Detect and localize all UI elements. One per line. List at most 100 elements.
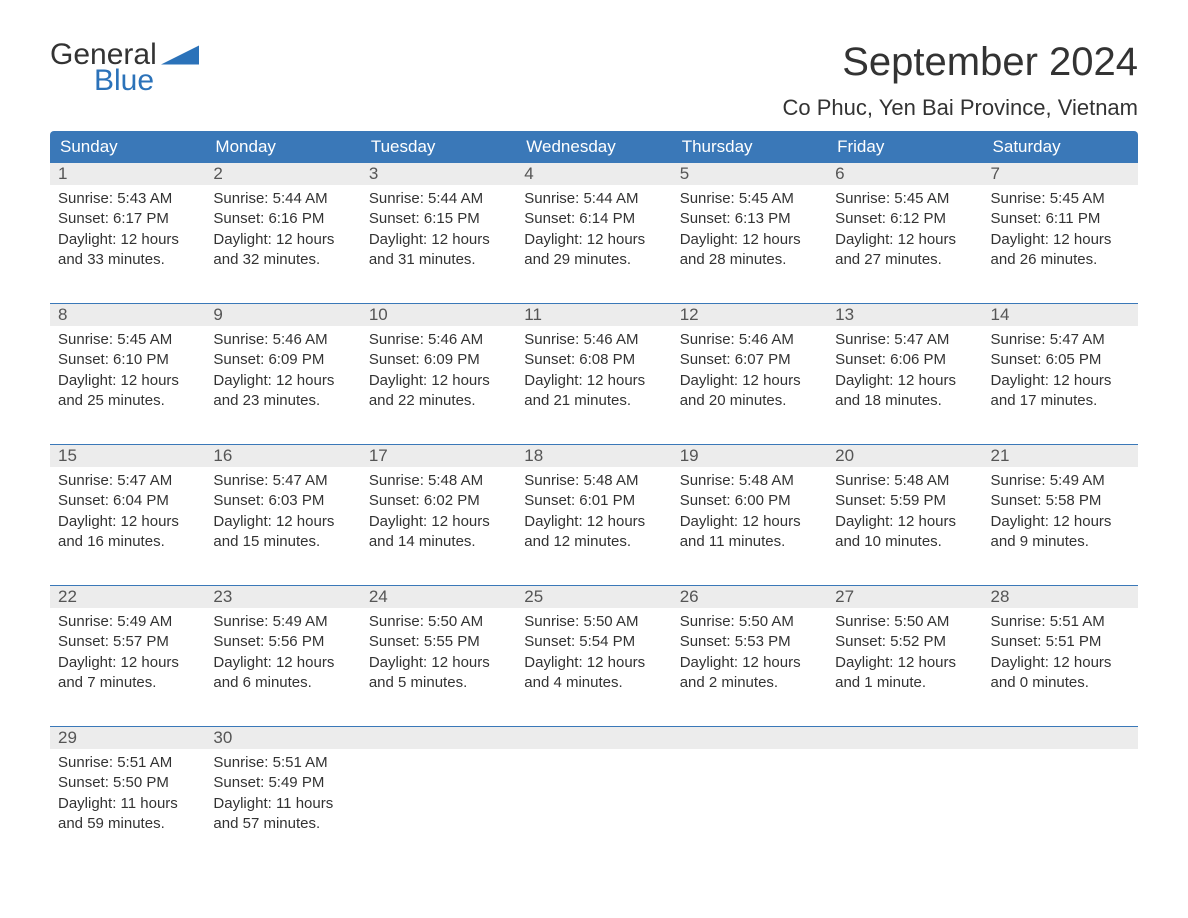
week-row: 29Sunrise: 5:51 AMSunset: 5:50 PMDayligh… — [50, 726, 1138, 855]
day-number: . — [672, 727, 827, 749]
day-content: Sunrise: 5:43 AMSunset: 6:17 PMDaylight:… — [50, 185, 205, 278]
sunrise-line: Sunrise: 5:45 AM — [991, 189, 1130, 209]
sunset-line: Sunset: 6:09 PM — [369, 350, 508, 370]
day-cell: 6Sunrise: 5:45 AMSunset: 6:12 PMDaylight… — [827, 163, 982, 291]
sunset-line: Sunset: 6:16 PM — [213, 209, 352, 229]
day-cell: 25Sunrise: 5:50 AMSunset: 5:54 PMDayligh… — [516, 586, 671, 714]
sunrise-line: Sunrise: 5:48 AM — [369, 471, 508, 491]
day-header-row: Sunday Monday Tuesday Wednesday Thursday… — [50, 131, 1138, 163]
daylight-line: Daylight: 12 hours and 21 minutes. — [524, 371, 663, 412]
day-content: Sunrise: 5:44 AMSunset: 6:16 PMDaylight:… — [205, 185, 360, 278]
day-number: 28 — [983, 586, 1138, 608]
sunset-line: Sunset: 6:06 PM — [835, 350, 974, 370]
day-number: 27 — [827, 586, 982, 608]
sunrise-line: Sunrise: 5:48 AM — [835, 471, 974, 491]
daylight-line: Daylight: 12 hours and 7 minutes. — [58, 653, 197, 694]
daylight-line: Daylight: 12 hours and 1 minute. — [835, 653, 974, 694]
sunset-line: Sunset: 6:09 PM — [213, 350, 352, 370]
daylight-line: Daylight: 12 hours and 20 minutes. — [680, 371, 819, 412]
daylight-line: Daylight: 12 hours and 33 minutes. — [58, 230, 197, 271]
day-cell: . — [672, 727, 827, 855]
sunset-line: Sunset: 5:54 PM — [524, 632, 663, 652]
calendar: Sunday Monday Tuesday Wednesday Thursday… — [50, 131, 1138, 855]
day-cell: 22 Sunrise: 5:49 AMSunset: 5:57 PMDayligh… — [50, 586, 205, 714]
header: General Blue September 2024 Co Phuc, Yen… — [50, 40, 1138, 121]
day-number: 5 — [672, 163, 827, 185]
sunrise-line: Sunrise: 5:50 AM — [524, 612, 663, 632]
sunrise-line: Sunrise: 5:48 AM — [524, 471, 663, 491]
day-cell: 23Sunrise: 5:49 AMSunset: 5:56 PMDayligh… — [205, 586, 360, 714]
daylight-line: Daylight: 12 hours and 6 minutes. — [213, 653, 352, 694]
daylight-line: Daylight: 12 hours and 0 minutes. — [991, 653, 1130, 694]
sunrise-line: Sunrise: 5:46 AM — [680, 330, 819, 350]
sunrise-line: Sunrise: 5:47 AM — [58, 471, 197, 491]
day-cell: 17Sunrise: 5:48 AMSunset: 6:02 PMDayligh… — [361, 445, 516, 573]
week-row: 15Sunrise: 5:47 AMSunset: 6:04 PMDayligh… — [50, 444, 1138, 573]
daylight-line: Daylight: 12 hours and 22 minutes. — [369, 371, 508, 412]
day-content: Sunrise: 5:46 AMSunset: 6:07 PMDaylight:… — [672, 326, 827, 419]
day-content: Sunrise: 5:47 AMSunset: 6:03 PMDaylight:… — [205, 467, 360, 560]
sunset-line: Sunset: 5:57 PM — [58, 632, 197, 652]
day-content: Sunrise: 5:50 AMSunset: 5:55 PMDaylight:… — [361, 608, 516, 701]
sunrise-line: Sunrise: 5:51 AM — [991, 612, 1130, 632]
sunset-line: Sunset: 6:03 PM — [213, 491, 352, 511]
day-number: 11 — [516, 304, 671, 326]
day-number: 9 — [205, 304, 360, 326]
day-content: Sunrise: 5:51 AMSunset: 5:49 PMDaylight:… — [205, 749, 360, 842]
day-number: 2 — [205, 163, 360, 185]
daylight-line: Daylight: 11 hours and 57 minutes. — [213, 794, 352, 835]
day-number: 12 — [672, 304, 827, 326]
day-number: 20 — [827, 445, 982, 467]
day-content: Sunrise: 5:47 AMSunset: 6:05 PMDaylight:… — [983, 326, 1138, 419]
sunset-line: Sunset: 6:12 PM — [835, 209, 974, 229]
sunset-line: Sunset: 5:51 PM — [991, 632, 1130, 652]
day-content: Sunrise: 5:50 AMSunset: 5:52 PMDaylight:… — [827, 608, 982, 701]
day-header-cell: Friday — [827, 131, 982, 163]
daylight-line: Daylight: 12 hours and 26 minutes. — [991, 230, 1130, 271]
sunrise-line: Sunrise: 5:49 AM — [58, 612, 197, 632]
day-cell: 15Sunrise: 5:47 AMSunset: 6:04 PMDayligh… — [50, 445, 205, 573]
sunrise-line: Sunrise: 5:49 AM — [991, 471, 1130, 491]
day-number: 18 — [516, 445, 671, 467]
day-cell: 24Sunrise: 5:50 AMSunset: 5:55 PMDayligh… — [361, 586, 516, 714]
day-content: Sunrise: 5:46 AMSunset: 6:08 PMDaylight:… — [516, 326, 671, 419]
day-cell: 20Sunrise: 5:48 AMSunset: 5:59 PMDayligh… — [827, 445, 982, 573]
sunrise-line: Sunrise: 5:50 AM — [369, 612, 508, 632]
daylight-line: Daylight: 12 hours and 23 minutes. — [213, 371, 352, 412]
day-header-cell: Tuesday — [361, 131, 516, 163]
daylight-line: Daylight: 12 hours and 27 minutes. — [835, 230, 974, 271]
sunset-line: Sunset: 6:01 PM — [524, 491, 663, 511]
daylight-line: Daylight: 11 hours and 59 minutes. — [58, 794, 197, 835]
day-number: 6 — [827, 163, 982, 185]
daylight-line: Daylight: 12 hours and 16 minutes. — [58, 512, 197, 553]
day-number: 25 — [516, 586, 671, 608]
day-cell: 7Sunrise: 5:45 AMSunset: 6:11 PMDaylight… — [983, 163, 1138, 291]
day-number: 8 — [50, 304, 205, 326]
sunrise-line: Sunrise: 5:49 AM — [213, 612, 352, 632]
sunset-line: Sunset: 5:55 PM — [369, 632, 508, 652]
sunrise-line: Sunrise: 5:45 AM — [58, 330, 197, 350]
day-header-cell: Wednesday — [516, 131, 671, 163]
day-header-cell: Monday — [205, 131, 360, 163]
day-content: Sunrise: 5:47 AMSunset: 6:06 PMDaylight:… — [827, 326, 982, 419]
sunset-line: Sunset: 6:13 PM — [680, 209, 819, 229]
day-number: 14 — [983, 304, 1138, 326]
sunset-line: Sunset: 6:04 PM — [58, 491, 197, 511]
day-cell: 27Sunrise: 5:50 AMSunset: 5:52 PMDayligh… — [827, 586, 982, 714]
sunset-line: Sunset: 6:15 PM — [369, 209, 508, 229]
day-cell: 29Sunrise: 5:51 AMSunset: 5:50 PMDayligh… — [50, 727, 205, 855]
day-content: Sunrise: 5:50 AMSunset: 5:54 PMDaylight:… — [516, 608, 671, 701]
day-header-cell: Sunday — [50, 131, 205, 163]
sunrise-line: Sunrise: 5:47 AM — [835, 330, 974, 350]
day-content: Sunrise: 5:51 AMSunset: 5:50 PMDaylight:… — [50, 749, 205, 842]
day-number: 23 — [205, 586, 360, 608]
sunrise-line: Sunrise: 5:47 AM — [991, 330, 1130, 350]
day-number: 10 — [361, 304, 516, 326]
sunrise-line: Sunrise: 5:51 AM — [58, 753, 197, 773]
day-number: 22 — [50, 586, 205, 608]
day-content: Sunrise: 5:46 AMSunset: 6:09 PMDaylight:… — [361, 326, 516, 419]
sunset-line: Sunset: 5:59 PM — [835, 491, 974, 511]
week-row: 1Sunrise: 5:43 AMSunset: 6:17 PMDaylight… — [50, 163, 1138, 291]
daylight-line: Daylight: 12 hours and 25 minutes. — [58, 371, 197, 412]
day-number: 29 — [50, 727, 205, 749]
